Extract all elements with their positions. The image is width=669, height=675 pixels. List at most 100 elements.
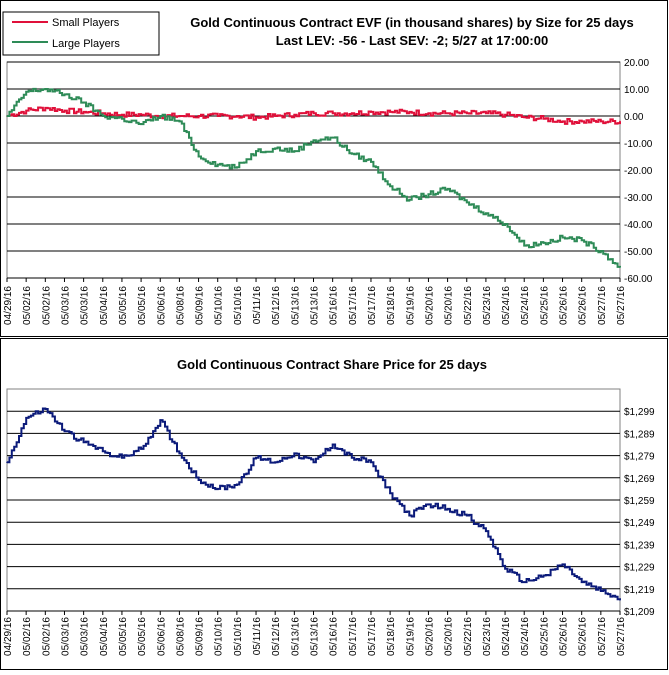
data-point [274, 461, 276, 464]
data-point [561, 563, 564, 566]
data-point [408, 514, 411, 517]
data-point [140, 123, 142, 125]
x-tick-label: 05/10/16 [214, 617, 225, 656]
data-point [159, 115, 162, 117]
data-point [216, 163, 219, 166]
data-point [619, 599, 621, 601]
x-tick-label: 05/13/16 [290, 617, 301, 656]
x-tick-label: 05/22/16 [463, 286, 474, 325]
data-point [600, 250, 602, 252]
data-point [293, 113, 296, 116]
data-point [121, 113, 123, 116]
data-point [485, 530, 487, 532]
x-tick-label: 05/17/16 [348, 286, 359, 325]
y-tick-label: $1,249 [624, 518, 655, 529]
y-tick-label: $1,239 [624, 540, 655, 551]
x-tick-label: 04/29/16 [3, 286, 14, 325]
data-point [140, 448, 142, 450]
x-tick-label: 05/27/16 [616, 617, 627, 656]
data-point [101, 115, 104, 117]
x-tick-label: 05/20/16 [424, 286, 435, 325]
x-tick-label: 05/10/16 [233, 617, 244, 656]
x-tick-label: 05/10/16 [233, 286, 244, 325]
data-point [446, 188, 449, 190]
y-tick-label: 0.00 [624, 112, 644, 123]
y-tick-label: $1,279 [624, 452, 655, 463]
x-tick-label: 05/17/16 [367, 617, 378, 656]
x-tick-label: 05/26/16 [559, 617, 570, 656]
x-tick-label: 05/18/16 [386, 617, 397, 656]
x-tick-label: 05/03/16 [60, 617, 71, 656]
data-point [255, 116, 257, 119]
y-tick-label: -20.00 [624, 166, 653, 177]
data-point [580, 120, 583, 123]
x-tick-label: 05/03/16 [80, 617, 91, 656]
x-tick-label: 05/25/16 [539, 286, 550, 325]
x-tick-label: 05/05/16 [118, 286, 129, 325]
x-tick-label: 05/20/16 [444, 286, 455, 325]
data-point [44, 408, 47, 410]
x-tick-label: 05/17/16 [348, 617, 359, 656]
x-tick-label: 05/16/16 [329, 286, 340, 325]
data-point [561, 120, 564, 123]
y-tick-label: 20.00 [624, 58, 649, 69]
data-point [351, 457, 353, 459]
data-point [561, 236, 564, 239]
data-point [236, 483, 238, 486]
evf-legend [2, 11, 160, 56]
data-point [312, 112, 315, 115]
data-point [427, 503, 430, 506]
x-tick-label: 05/24/16 [501, 617, 512, 656]
data-point [236, 166, 238, 169]
x-tick-label: 05/04/16 [99, 286, 110, 325]
data-point [504, 223, 506, 225]
data-point [63, 109, 66, 112]
x-tick-label: 05/22/16 [463, 617, 474, 656]
data-point [44, 107, 47, 109]
data-point [446, 508, 449, 510]
x-tick-label: 05/11/16 [252, 617, 263, 656]
data-point [44, 88, 47, 90]
data-point [600, 120, 602, 123]
y-tick-label: -60.00 [624, 274, 653, 285]
data-point [6, 115, 8, 117]
x-tick-label: 05/11/16 [252, 286, 263, 325]
x-tick-label: 05/12/16 [271, 617, 282, 656]
x-tick-label: 05/13/16 [290, 286, 301, 325]
data-point [82, 441, 85, 444]
x-tick-label: 05/18/16 [386, 286, 397, 325]
data-point [312, 139, 315, 142]
data-point [580, 581, 583, 583]
data-point [619, 266, 621, 269]
data-point [25, 90, 27, 93]
series-line [7, 87, 621, 268]
x-tick-label: 05/05/16 [137, 286, 148, 325]
data-point [465, 112, 468, 115]
y-tick-label: -40.00 [624, 220, 653, 231]
data-point [370, 111, 372, 113]
x-tick-label: 05/27/16 [597, 617, 608, 656]
x-tick-label: 05/02/16 [22, 617, 33, 656]
data-point [331, 112, 334, 115]
data-point [82, 101, 85, 104]
x-tick-label: 05/24/16 [501, 286, 512, 325]
data-point [25, 109, 27, 112]
data-point [523, 244, 526, 247]
y-tick-label: $1,209 [624, 607, 655, 618]
data-point [255, 457, 257, 459]
x-tick-label: 05/08/16 [175, 286, 186, 325]
data-point [178, 115, 181, 117]
evf-chart-subtitle: Last LEV: -56 - Last SEV: -2; 5/27 at 17… [276, 33, 548, 48]
data-point [485, 212, 487, 214]
data-point [408, 111, 411, 113]
data-point [25, 417, 27, 419]
x-tick-label: 05/02/16 [41, 617, 52, 656]
x-tick-label: 05/26/16 [559, 286, 570, 325]
data-point [446, 112, 449, 115]
x-tick-label: 05/13/16 [310, 617, 321, 656]
y-tick-label: -30.00 [624, 193, 653, 204]
data-point [542, 242, 545, 244]
x-tick-label: 05/06/16 [156, 617, 167, 656]
x-tick-label: 05/10/16 [214, 286, 225, 325]
data-point [331, 443, 334, 446]
